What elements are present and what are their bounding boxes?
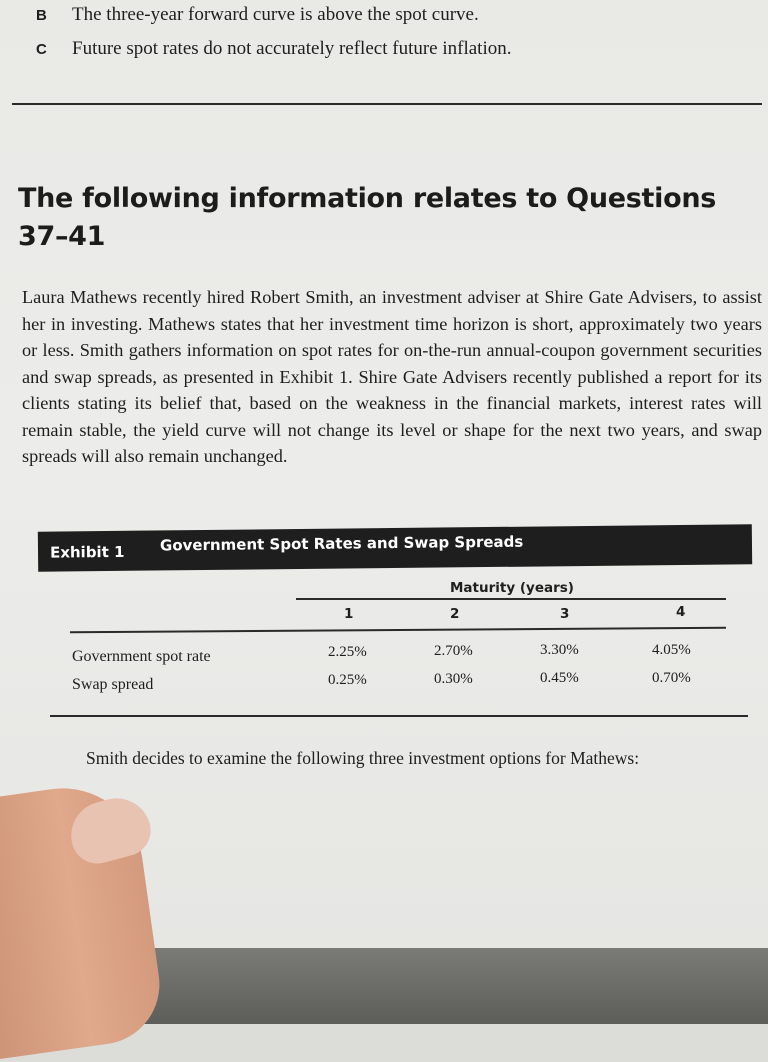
section-divider xyxy=(12,103,762,105)
table-cell: 0.25% xyxy=(328,672,367,688)
table-cell: 0.45% xyxy=(540,670,579,686)
table-cell: 4.05% xyxy=(652,642,691,658)
answer-option-c: C Future spot rates do not accurately ref… xyxy=(36,38,512,59)
table-cell: 2.25% xyxy=(328,644,367,660)
row-label: Swap spread xyxy=(72,676,154,693)
exhibit-label: Exhibit 1 xyxy=(49,542,125,562)
closing-sentence: Smith decides to examine the following t… xyxy=(86,748,640,768)
exhibit-title: Government Spot Rates and Swap Spreads xyxy=(159,532,524,555)
table-cell: 0.30% xyxy=(434,671,473,687)
table-rule xyxy=(296,598,726,600)
exhibit-header: Exhibit 1 Government Spot Rates and Swap… xyxy=(37,524,753,572)
column-group-header: Maturity (years) xyxy=(450,580,574,596)
table-rule xyxy=(50,715,748,717)
table-cell: 2.70% xyxy=(434,643,473,659)
column-header: 2 xyxy=(450,606,460,622)
table-cell: 0.70% xyxy=(652,670,691,686)
row-label: Government spot rate xyxy=(72,648,211,665)
document-page: B The three-year forward curve is above t… xyxy=(0,0,768,948)
column-header: 3 xyxy=(560,606,570,622)
column-header: 1 xyxy=(344,606,354,622)
table-cell: 3.30% xyxy=(540,642,579,658)
section-heading: The following information relates to Que… xyxy=(18,183,717,252)
table-rule xyxy=(70,626,726,634)
column-header: 4 xyxy=(676,604,686,620)
case-paragraph: Laura Mathews recently hired Robert Smit… xyxy=(22,287,762,466)
answer-option-b: B The three-year forward curve is above t… xyxy=(36,4,479,25)
